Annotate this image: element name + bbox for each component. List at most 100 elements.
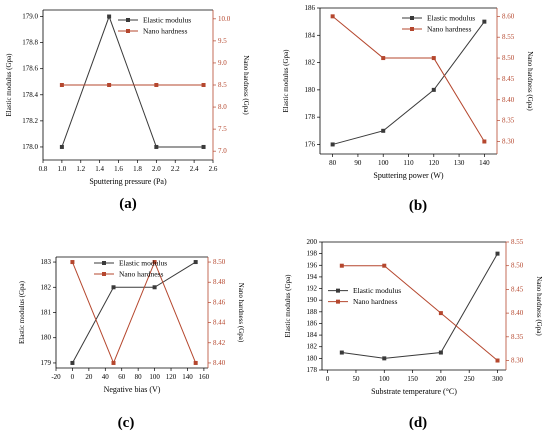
legend: Elastic modulus Nano hardness xyxy=(94,259,167,279)
y2-tick-label: 7.0 xyxy=(218,147,227,155)
y-tick-label: 188 xyxy=(307,308,318,316)
x-tick-label: 100 xyxy=(378,159,389,167)
legend-label-elastic: Elastic modulus xyxy=(427,14,475,23)
nano-hardness-point xyxy=(339,263,344,268)
y2-tick-label: 9.0 xyxy=(218,59,227,67)
legend: Elastic modulus Nano hardness xyxy=(328,286,401,306)
elastic-modulus-point xyxy=(381,128,386,133)
legend-marker-elastic xyxy=(410,16,414,20)
x-axis-title: Sputtering pressure (Pa) xyxy=(89,177,167,186)
legend-label-elastic: Elastic modulus xyxy=(353,286,401,295)
y-tick-label: 180 xyxy=(305,86,316,94)
y-tick-label: 182 xyxy=(41,283,52,291)
elastic-modulus-point xyxy=(59,144,64,149)
elastic-modulus-line xyxy=(61,15,204,148)
y-axis-title: Elastic modulus (Gpa) xyxy=(18,280,26,344)
nano-hardness-point xyxy=(482,139,487,144)
x-tick-label: 2.0 xyxy=(152,165,161,173)
nano-hardness-point xyxy=(438,311,443,316)
y-tick-label: 192 xyxy=(307,285,318,293)
x-tick-label: 2.4 xyxy=(190,165,199,173)
y-axis-title: Elastic modulus (Gpa) xyxy=(284,274,292,338)
y2-tick-label: 8.30 xyxy=(511,357,524,365)
y-tick-label: 186 xyxy=(307,319,318,327)
elastic-modulus-point xyxy=(70,360,75,365)
chart-panel-b: 80 90 100 110 120 130 140 176 178 180 182 184 186 8.3… xyxy=(282,4,534,180)
y-tick-label: 178.8 xyxy=(22,39,38,47)
elastic-modulus-line xyxy=(71,261,196,364)
elastic-modulus-point xyxy=(495,251,500,256)
y-tick-label: 178.2 xyxy=(22,117,38,125)
y-tick-label: 182 xyxy=(305,59,316,67)
y2-axis-title: Nano hardness (Gpa) xyxy=(535,276,543,336)
y-tick-label: 186 xyxy=(305,4,316,12)
x-tick-label: 100 xyxy=(379,375,390,383)
elastic-modulus-point xyxy=(330,142,335,147)
x-tick-label: -20 xyxy=(51,373,61,381)
chart-panel-a: 0.8 1.0 1.2 1.4 1.6 1.8 2.0 2.2 2.4 2.6 178.0 178.2… xyxy=(5,9,250,186)
x-tick-label: 200 xyxy=(436,375,447,383)
y-tick-label: 178.0 xyxy=(22,143,38,151)
x-tick-label: 80 xyxy=(135,373,143,381)
y2-tick-label: 8.40 xyxy=(511,309,524,317)
nano-hardness-point xyxy=(330,14,335,19)
x-tick-label: 140 xyxy=(479,159,490,167)
elastic-modulus-point xyxy=(482,19,487,24)
nano-hardness-point xyxy=(193,360,198,365)
x-tick-label: 0 xyxy=(326,375,330,383)
x-tick-label: 300 xyxy=(492,375,503,383)
legend-marker-elastic xyxy=(102,261,106,265)
y-tick-label: 194 xyxy=(307,273,318,281)
y-axis-title: Elastic modulus (Gpa) xyxy=(282,49,290,113)
x-tick-label: 0.8 xyxy=(39,165,48,173)
x-tick-label: 1.2 xyxy=(76,165,85,173)
x-axis-title: Substrate temperature (°C) xyxy=(371,387,457,396)
y2-tick-label: 8.50 xyxy=(502,54,515,62)
nano-hardness-line xyxy=(71,260,197,365)
legend-label-nano: Nano hardness xyxy=(119,270,163,279)
y2-tick-label: 8.48 xyxy=(213,278,226,286)
legend-label-nano: Nano hardness xyxy=(353,297,397,306)
y2-tick-label: 9.5 xyxy=(218,37,227,45)
nano-hardness-point xyxy=(381,56,386,61)
y2-tick-label: 7.5 xyxy=(218,125,227,133)
y-tick-label: 180 xyxy=(307,354,318,362)
y2-tick-label: 8.46 xyxy=(213,298,226,306)
y2-tick-label: 8.30 xyxy=(502,137,515,145)
nano-hardness-point xyxy=(152,260,157,265)
x-tick-label: 90 xyxy=(354,159,362,167)
y2-axis-title: Nano hardness (Gpa) xyxy=(242,55,250,115)
y-tick-label: 184 xyxy=(305,31,316,39)
x-tick-label: 250 xyxy=(464,375,475,383)
x-tick-label: 60 xyxy=(118,373,126,381)
y2-tick-label: 8.0 xyxy=(218,103,227,111)
x-tick-label: 1.4 xyxy=(95,165,104,173)
x-tick-label: 1.0 xyxy=(58,165,67,173)
y2-tick-label: 8.35 xyxy=(511,333,524,341)
elastic-modulus-point xyxy=(201,144,206,149)
y-tick-label: 184 xyxy=(307,331,318,339)
x-tick-label: 150 xyxy=(407,375,418,383)
elastic-modulus-point xyxy=(152,285,157,290)
legend-label-nano: Nano hardness xyxy=(427,25,471,34)
legend-marker-elastic xyxy=(336,288,340,293)
y-tick-label: 176 xyxy=(305,140,316,148)
nano-hardness-point xyxy=(59,83,64,87)
panel-label: (d) xyxy=(409,415,427,431)
elastic-modulus-point xyxy=(107,14,112,19)
elastic-modulus-point xyxy=(154,144,159,149)
y2-tick-label: 8.60 xyxy=(502,12,515,20)
y2-tick-label: 8.40 xyxy=(502,96,515,104)
y-tick-label: 200 xyxy=(307,238,318,246)
legend-marker-elastic xyxy=(126,18,130,22)
y2-tick-label: 8.5 xyxy=(218,81,227,89)
legend-marker-nano xyxy=(336,299,340,304)
nano-hardness-point xyxy=(495,358,500,363)
x-axis-title: Negative bias (V) xyxy=(104,385,161,394)
y2-axis-title: Nano hardness (Gpa) xyxy=(237,283,245,343)
legend-label-nano: Nano hardness xyxy=(143,27,187,36)
chart-panel-c: -20 0 20 40 60 80 100 120 140 160 179 180 181 182 183 8… xyxy=(18,256,245,394)
y2-tick-label: 8.35 xyxy=(502,117,515,125)
x-tick-label: 110 xyxy=(403,159,414,167)
